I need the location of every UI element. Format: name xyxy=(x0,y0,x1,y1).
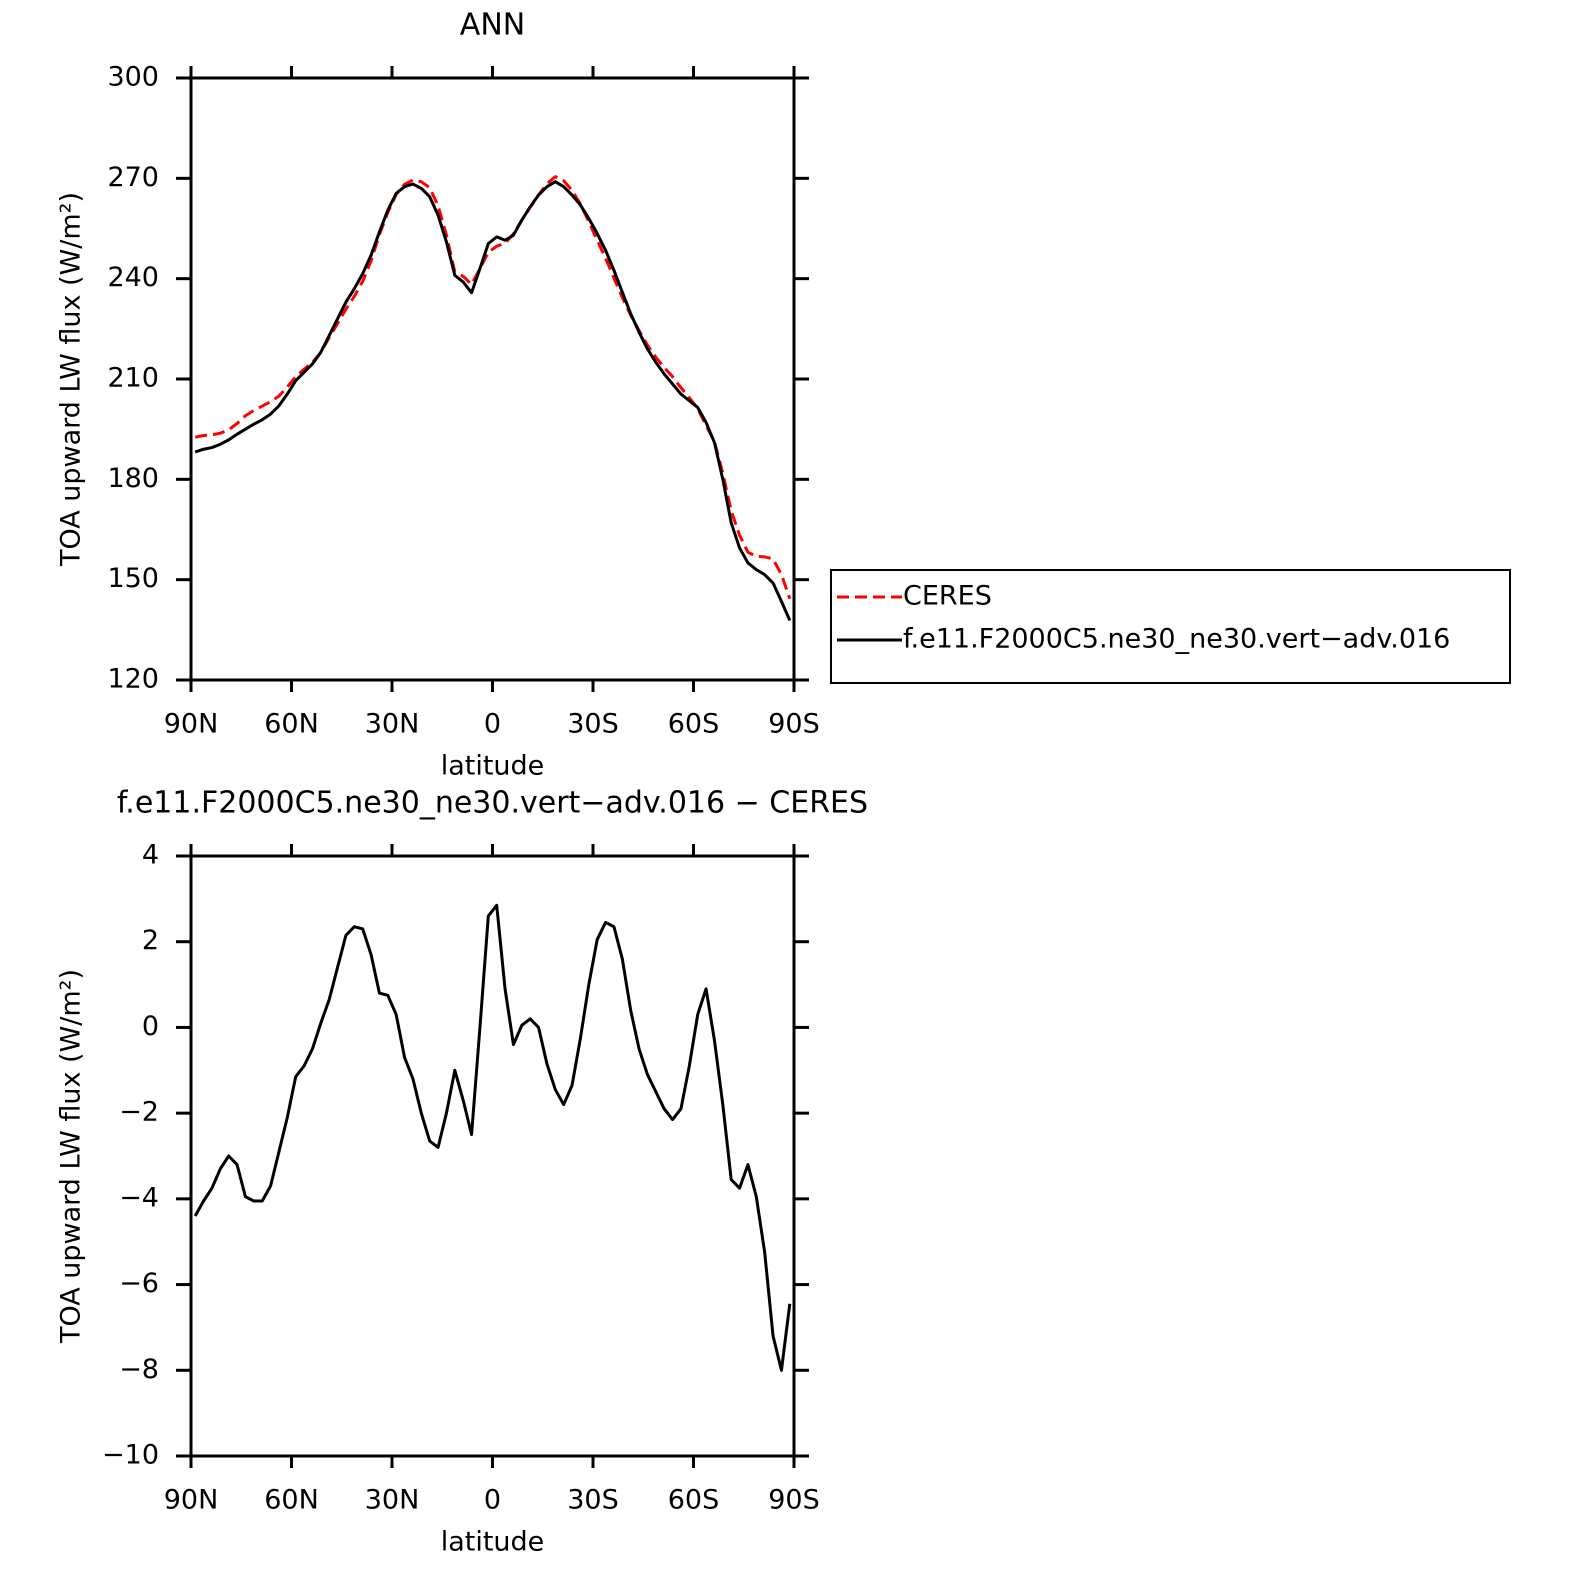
x-tick-label: 90N xyxy=(164,709,219,740)
x-tick-label: 60S xyxy=(668,1485,720,1516)
x-axis-label: latitude xyxy=(441,1527,545,1558)
data-line xyxy=(194,180,792,622)
x-tick-label: 90N xyxy=(164,1485,219,1516)
y-tick-label: 240 xyxy=(107,262,159,293)
y-tick-label: 0 xyxy=(142,1011,159,1042)
x-tick-label: 60N xyxy=(264,1485,319,1516)
y-tick-label: 270 xyxy=(107,162,159,193)
y-tick-label: 300 xyxy=(107,62,159,93)
legend-label: f.e11.F2000C5.ne30_ne30.vert−adv.016 xyxy=(903,624,1450,655)
data-line xyxy=(194,175,792,600)
legend-label: CERES xyxy=(903,581,992,612)
plot-frame xyxy=(189,76,796,682)
y-tick-label: 120 xyxy=(107,664,159,695)
x-tick-label: 30N xyxy=(365,709,420,740)
x-tick-label: 60S xyxy=(668,709,720,740)
y-tick-label: −2 xyxy=(119,1097,159,1128)
chart-title: ANN xyxy=(460,8,525,43)
x-axis-label: latitude xyxy=(441,751,545,782)
y-axis-label: TOA upward LW flux (W/m²) xyxy=(56,969,87,1344)
y-tick-label: 150 xyxy=(107,563,159,594)
y-tick-label: 180 xyxy=(107,463,159,494)
y-tick-label: −6 xyxy=(119,1268,159,1299)
x-tick-label: 90S xyxy=(768,709,820,740)
x-tick-label: 30S xyxy=(567,709,619,740)
legend-box xyxy=(830,569,1511,684)
x-tick-label: 90S xyxy=(768,1485,820,1516)
x-tick-label: 60N xyxy=(264,709,319,740)
x-tick-label: 30N xyxy=(365,1485,420,1516)
plot-frame xyxy=(189,854,796,1458)
y-tick-label: 4 xyxy=(142,840,159,871)
x-tick-label: 30S xyxy=(567,1485,619,1516)
x-tick-label: 0 xyxy=(484,1485,501,1516)
y-tick-label: −4 xyxy=(119,1182,159,1213)
y-tick-label: 2 xyxy=(142,925,159,956)
chart-title: f.e11.F2000C5.ne30_ne30.vert−adv.016 − C… xyxy=(117,786,868,821)
x-tick-label: 0 xyxy=(484,709,501,740)
y-axis-label: TOA upward LW flux (W/m²) xyxy=(56,192,87,567)
y-tick-label: −10 xyxy=(102,1440,159,1471)
y-tick-label: 210 xyxy=(107,363,159,394)
y-tick-label: −8 xyxy=(119,1354,159,1385)
data-line xyxy=(193,903,792,1372)
